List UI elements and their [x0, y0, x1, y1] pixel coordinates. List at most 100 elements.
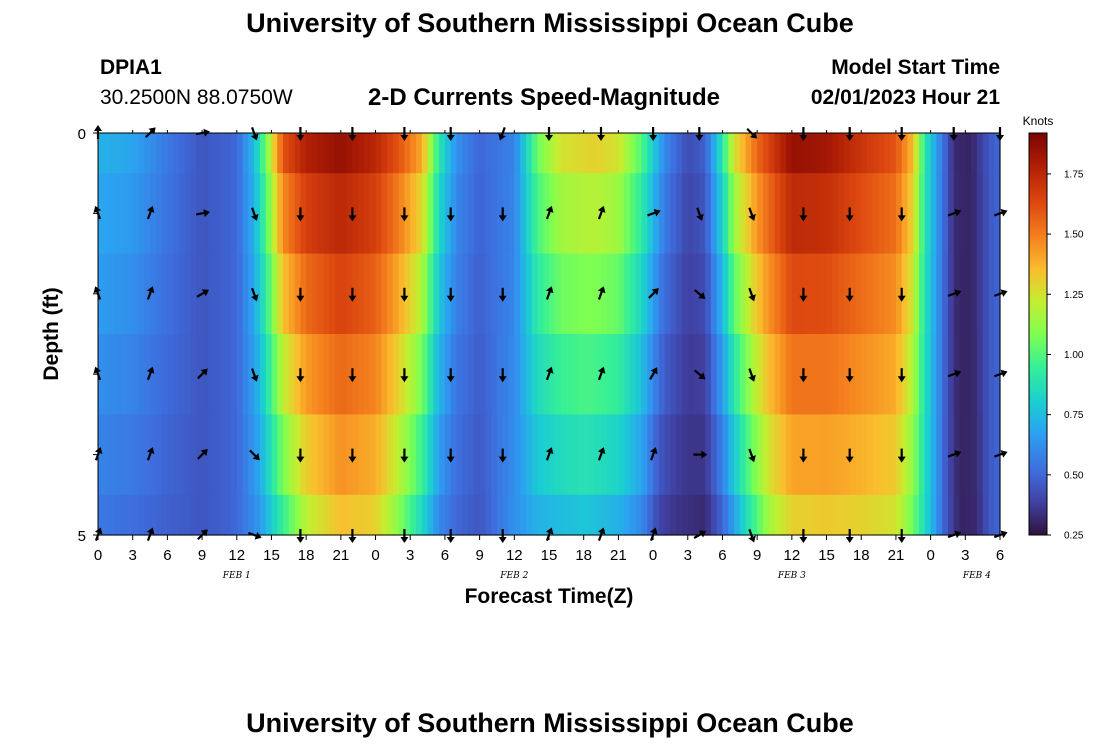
- heatmap-cell: [496, 173, 504, 255]
- heatmap-cell: [439, 414, 446, 496]
- heatmap-cell: [913, 334, 920, 415]
- heatmap-cell: [363, 494, 371, 536]
- heatmap-cell: [554, 173, 562, 255]
- current-arrow: [693, 450, 708, 459]
- heatmap-cell: [872, 414, 880, 496]
- heatmap-cell: [653, 334, 660, 415]
- heatmap-cell: [572, 133, 579, 174]
- heatmap-cell: [444, 133, 452, 174]
- current-arrow: [446, 287, 455, 302]
- arrow-head: [897, 215, 906, 222]
- heatmap-cell: [988, 414, 995, 496]
- heatmap-cell: [98, 173, 105, 255]
- heatmap-cell: [346, 173, 354, 255]
- heatmap-cell: [664, 173, 672, 255]
- heatmap-cell: [988, 253, 995, 335]
- current-arrow: [446, 448, 455, 463]
- heatmap-cell: [884, 414, 891, 496]
- heatmap-cell: [855, 334, 862, 415]
- heatmap-cell: [913, 494, 920, 536]
- colorbar-tick-label: 1.75: [1064, 169, 1084, 180]
- heatmap-cell: [803, 334, 810, 415]
- heatmap-cell: [919, 253, 926, 335]
- arrow-head: [251, 213, 259, 221]
- arrow-head: [400, 295, 409, 302]
- heatmap-cell: [317, 173, 325, 255]
- heatmap-cell: [167, 133, 174, 174]
- heatmap-cell: [421, 173, 429, 255]
- heatmap-cell: [676, 173, 683, 255]
- heatmap-cell: [826, 173, 833, 255]
- current-arrow: [845, 448, 854, 463]
- heatmap-cell: [734, 133, 741, 174]
- heatmap-cell: [809, 133, 816, 174]
- arrow-shaft: [597, 290, 604, 300]
- heatmap-cell: [190, 414, 197, 496]
- heatmap-cell: [259, 253, 267, 335]
- heatmap-cell: [230, 133, 238, 174]
- arrow-head: [954, 530, 962, 539]
- heatmap-cell: [277, 253, 284, 335]
- heatmap-cell: [716, 414, 724, 496]
- heatmap-cell: [601, 253, 608, 335]
- heatmap-cell: [745, 253, 752, 335]
- current-arrow: [897, 287, 906, 302]
- heatmap-cell: [867, 414, 874, 496]
- arrow-head: [597, 205, 606, 213]
- current-arrow: [693, 369, 706, 380]
- arrow-head: [748, 455, 756, 463]
- heatmap-cell: [601, 133, 608, 174]
- heatmap-cell: [520, 133, 527, 174]
- arrow-shaft: [748, 528, 754, 539]
- heatmap-cell: [820, 414, 828, 496]
- heatmap-cell: [976, 173, 984, 255]
- heatmap-cell: [392, 133, 400, 174]
- heatmap-cell: [745, 133, 752, 174]
- heatmap-cell: [144, 133, 151, 174]
- current-arrow: [296, 368, 305, 383]
- heatmap-cell: [710, 253, 718, 335]
- x-tick-label: 9: [198, 547, 206, 564]
- model-start-label: Model Start Time: [831, 56, 1000, 79]
- arrow-head: [251, 133, 259, 141]
- heatmap-cell: [658, 173, 666, 255]
- heatmap-cell: [618, 334, 625, 415]
- heatmap-cell: [265, 494, 273, 536]
- arrow-head: [93, 286, 102, 294]
- arrow-shaft: [146, 290, 153, 300]
- heatmap-cell: [508, 133, 515, 174]
- heatmap-cell: [965, 494, 972, 536]
- heatmap-cell: [132, 253, 140, 335]
- arrow-head: [954, 450, 962, 458]
- heatmap-cell: [699, 173, 706, 255]
- heatmap-cell: [577, 494, 585, 536]
- heatmap-cell: [537, 334, 544, 415]
- heatmap-cell: [878, 334, 885, 415]
- arrow-shaft: [693, 532, 703, 539]
- heatmap-cell: [705, 494, 712, 536]
- heatmap-cell: [485, 334, 492, 415]
- heatmap-cell: [398, 173, 406, 255]
- heatmap-cell: [838, 494, 845, 536]
- heatmap-cell: [988, 334, 995, 415]
- heatmap-cell: [965, 173, 972, 255]
- current-arrow: [799, 368, 808, 383]
- heatmap-cell: [144, 253, 151, 335]
- heatmap-cell: [687, 414, 695, 496]
- heatmap-cell: [901, 133, 909, 174]
- heatmap-cell: [791, 414, 799, 496]
- heatmap-cell: [728, 494, 735, 536]
- heatmap-cell: [901, 414, 909, 496]
- heatmap-cell: [306, 414, 313, 496]
- heatmap-cell: [358, 494, 365, 536]
- heatmap-cell: [780, 173, 787, 255]
- current-arrow: [748, 207, 756, 221]
- heatmap-cell: [491, 494, 498, 536]
- heatmap-cell: [745, 334, 752, 415]
- heatmap-cell: [647, 334, 654, 415]
- heatmap-cell: [421, 253, 429, 335]
- heatmap-cell: [150, 173, 157, 255]
- heatmap-cell: [849, 414, 857, 496]
- arrow-shaft: [146, 451, 153, 461]
- heatmap-cell: [809, 173, 816, 255]
